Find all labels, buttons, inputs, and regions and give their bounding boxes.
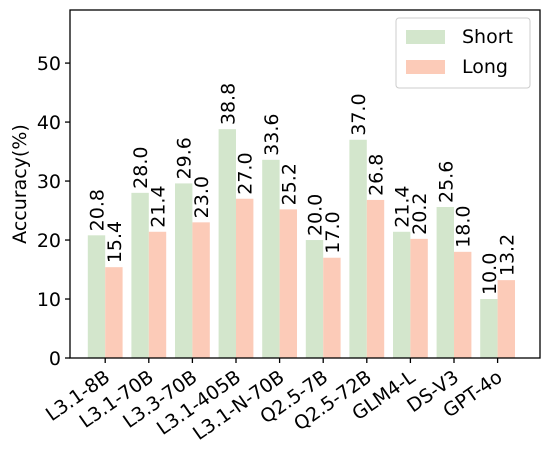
x-axis: L3.1-8BL3.1-70BL3.3-70BL3.1-405BL3.1-N-7… <box>42 358 506 445</box>
bar-long-0 <box>105 267 123 358</box>
bar-long-1 <box>148 231 167 358</box>
bar-short-9 <box>480 299 498 358</box>
bar-short-2 <box>175 183 193 358</box>
data-label-short-9: 10.0 <box>479 253 501 295</box>
bar-long-9 <box>497 280 515 358</box>
data-label-long-9: 13.2 <box>496 234 518 276</box>
data-label-short-0: 20.8 <box>86 189 108 231</box>
bar-short-7 <box>393 231 411 358</box>
y-tick-label-2: 20 <box>37 230 61 252</box>
legend-swatch-long <box>406 60 445 74</box>
legend: Short Long <box>395 17 531 89</box>
data-label-short-1: 28.0 <box>130 147 152 189</box>
bar-long-7 <box>410 238 428 358</box>
data-label-short-2: 29.6 <box>174 137 196 179</box>
bar-long-6 <box>366 199 385 358</box>
bar-short-4 <box>262 159 280 358</box>
plot-frame <box>69 9 541 359</box>
data-label-long-4: 25.2 <box>278 163 300 205</box>
y-tick-label-4: 40 <box>37 112 61 134</box>
data-label-long-6: 26.8 <box>366 154 388 196</box>
legend-label-long: Long <box>462 56 508 78</box>
y-axis-title: Accuracy(%) <box>9 124 31 244</box>
data-label-long-2: 23.0 <box>191 176 213 218</box>
bar-short-3 <box>218 129 236 358</box>
bar-long-3 <box>236 198 254 358</box>
y-axis: 0 10 20 30 40 50 <box>37 53 70 370</box>
data-label-long-1: 21.4 <box>148 185 170 227</box>
data-label-short-8: 25.6 <box>435 161 457 203</box>
bar-short-5 <box>305 240 324 358</box>
data-label-long-0: 15.4 <box>104 221 126 263</box>
bar-short-6 <box>349 139 367 358</box>
bar-long-2 <box>192 222 210 358</box>
bar-long-4 <box>279 209 297 358</box>
bar-short-1 <box>131 192 149 358</box>
data-label-long-7: 20.2 <box>409 193 431 235</box>
legend-items: Short Long <box>406 26 513 78</box>
data-label-short-7: 21.4 <box>392 185 414 227</box>
data-label-short-6: 37.0 <box>348 93 370 135</box>
y-tick-label-5: 50 <box>37 53 61 75</box>
data-labels-layer: 20.8 28.0 29.6 38.8 33.6 20.0 37.0 21.4 25.6 10.0… <box>86 83 518 295</box>
bar-long-5 <box>323 257 341 358</box>
data-label-short-4: 33.6 <box>261 114 283 156</box>
bars-layer <box>87 129 515 358</box>
legend-label-short: Short <box>462 26 513 48</box>
data-label-long-3: 27.0 <box>235 152 257 194</box>
y-tick-label-1: 10 <box>37 289 61 311</box>
legend-swatch-short <box>406 30 445 44</box>
data-label-short-3: 38.8 <box>217 83 239 125</box>
y-tick-label-0: 0 <box>49 348 61 370</box>
data-label-long-8: 18.0 <box>453 206 475 248</box>
bar-short-8 <box>436 207 454 358</box>
y-tick-label-3: 30 <box>37 171 61 193</box>
bar-short-0 <box>87 235 106 358</box>
data-label-short-5: 20.0 <box>305 194 327 236</box>
data-label-long-5: 17.0 <box>322 211 344 253</box>
bar-long-8 <box>454 251 472 358</box>
